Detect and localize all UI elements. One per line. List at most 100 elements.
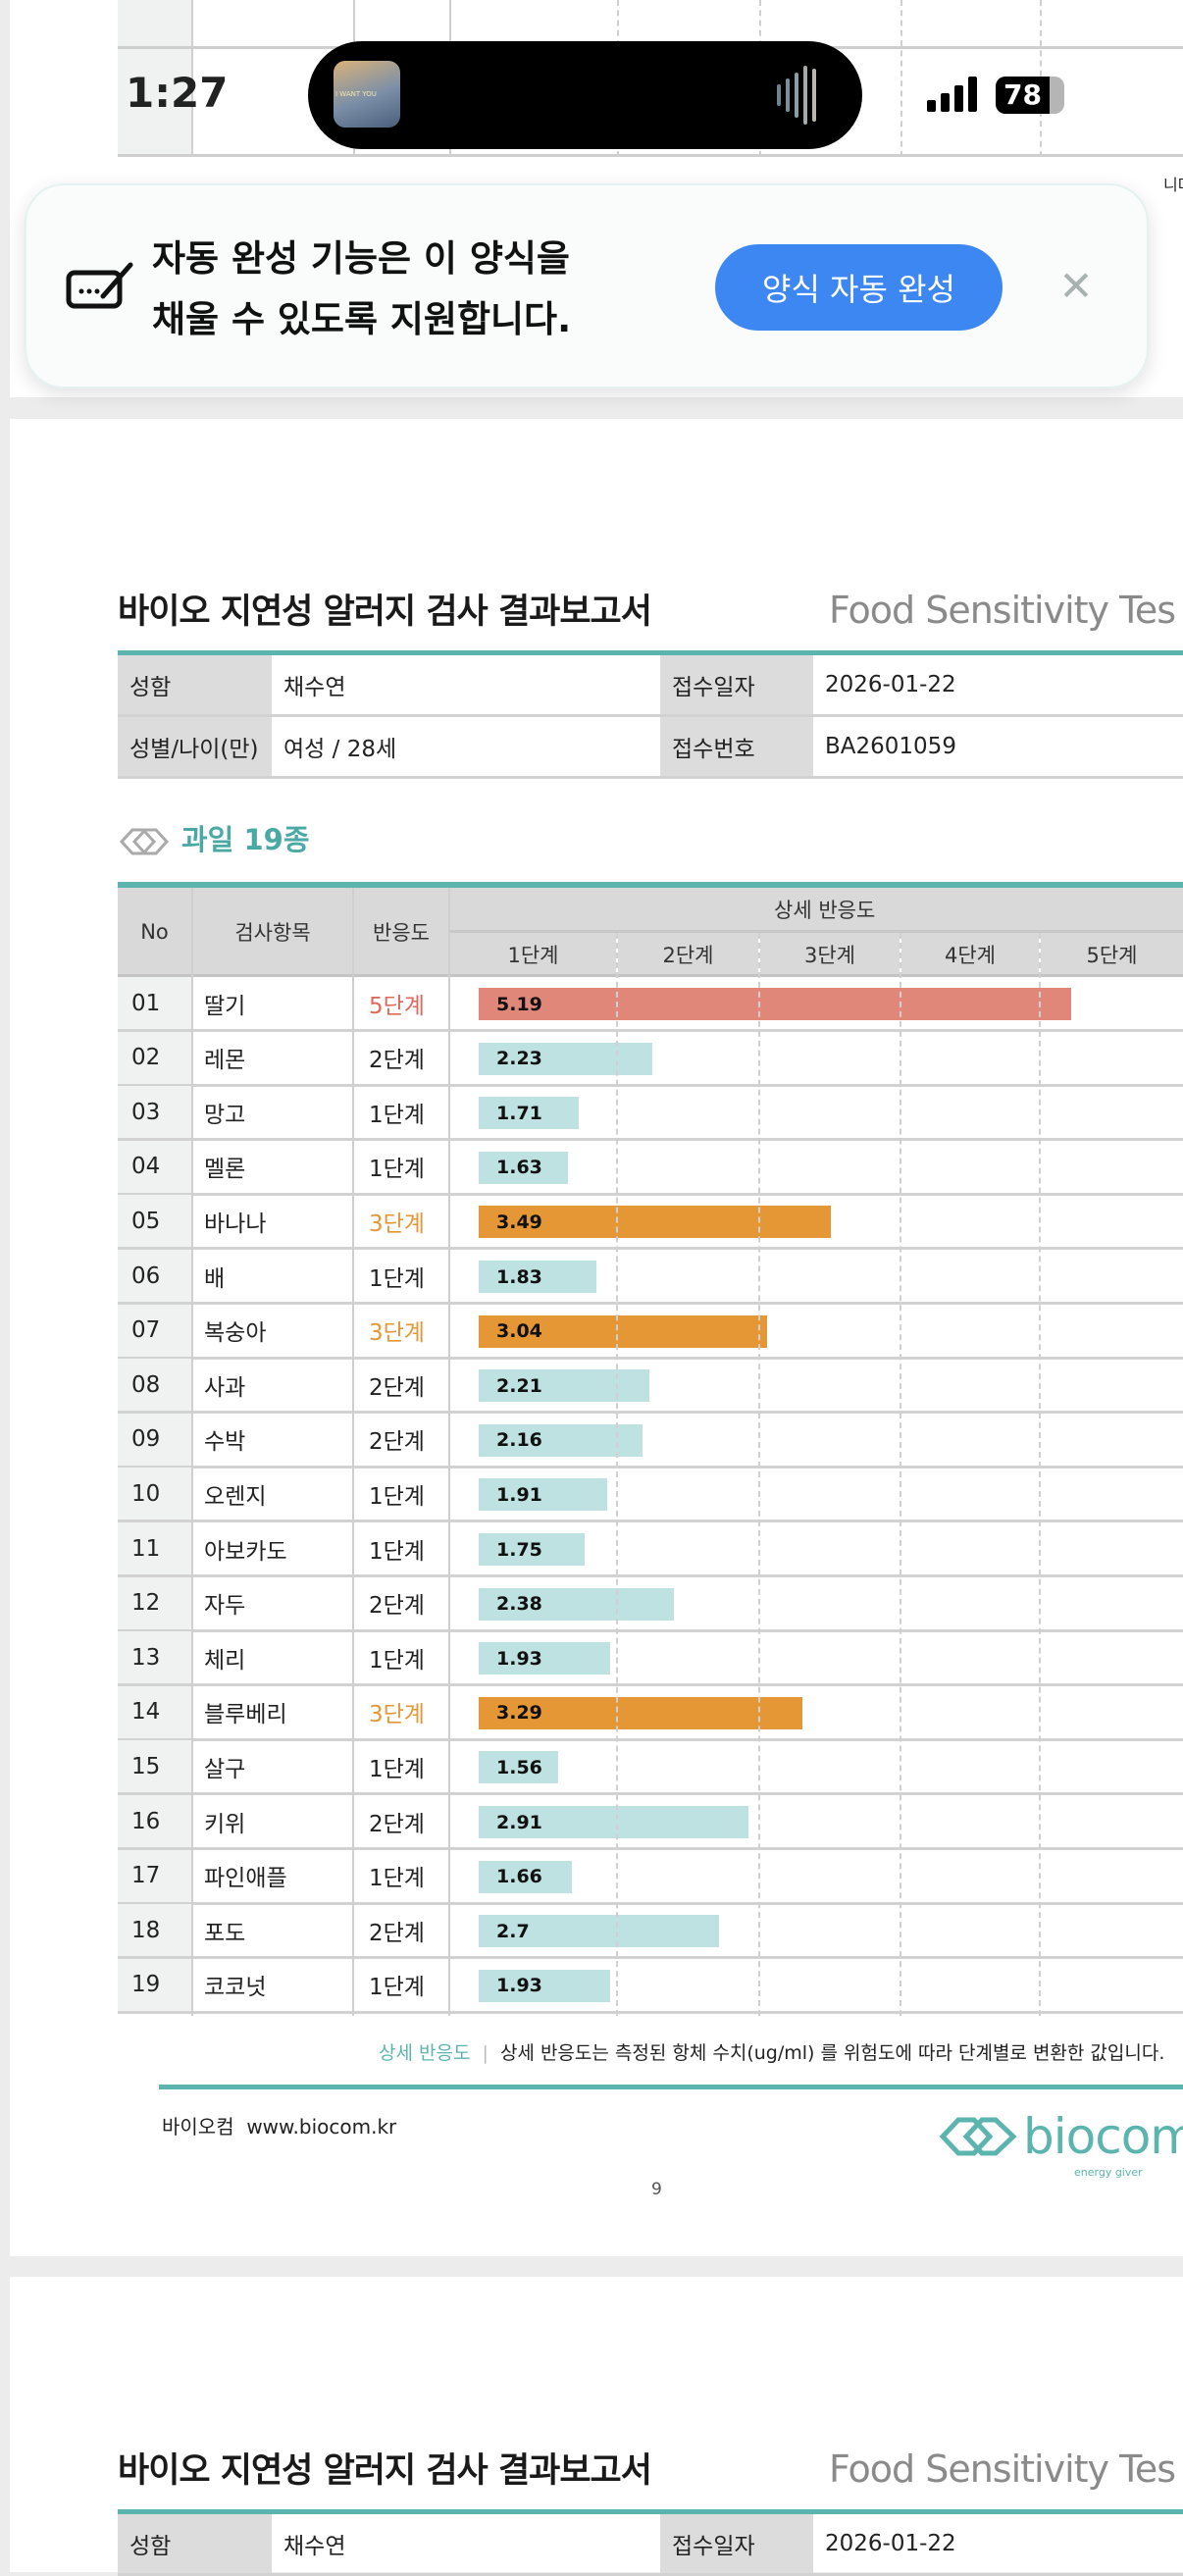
- table-row: 09 수박 2단계 2.16: [118, 1413, 1183, 1468]
- row-item: 키위: [204, 1811, 246, 1837]
- bar-value-label: 3.29: [496, 1702, 542, 1725]
- row-item: 자두: [204, 1593, 246, 1620]
- header-reaction: 반응도: [354, 888, 448, 976]
- header-stage-5: 5단계: [1041, 933, 1183, 976]
- row-number: 05: [118, 1195, 191, 1248]
- row-item: 멜론: [204, 1157, 246, 1183]
- bar-value-label: 1.75: [496, 1538, 542, 1561]
- header-item: 검사항목: [193, 888, 352, 976]
- reaction-bar: 2.91: [479, 1806, 749, 1838]
- date-value: 2026-01-22: [825, 672, 956, 697]
- dynamic-island[interactable]: I WANT YOU: [308, 41, 862, 149]
- date-value: 2026-01-22: [825, 2531, 956, 2556]
- reaction-bar: 1.71: [479, 1097, 580, 1130]
- row-number: 13: [118, 1631, 191, 1684]
- footer-company: 바이오컴 www.biocom.kr: [162, 2115, 397, 2138]
- reaction-bar: 1.75: [479, 1533, 586, 1566]
- bar-value-label: 2.21: [496, 1374, 542, 1397]
- row-item: 포도: [204, 1920, 246, 1946]
- reaction-bar: 3.49: [479, 1206, 832, 1239]
- table-row: 03 망고 1단계 1.71: [118, 1086, 1183, 1142]
- table-row: 01 딸기 5단계 5.19: [118, 977, 1183, 1032]
- reaction-bar: 5.19: [479, 988, 1072, 1020]
- biocom-logo: biocom: [939, 2111, 1183, 2162]
- header-no: No: [118, 888, 191, 976]
- bar-value-label: 3.04: [496, 1320, 542, 1343]
- header-stage-2: 2단계: [618, 933, 758, 976]
- section-title: 과일 19종: [181, 823, 310, 856]
- date-label: 접수일자: [660, 655, 813, 714]
- next-info-row-1: 성함 채수연 접수일자 2026-01-22: [118, 2514, 1183, 2576]
- reaction-bar: 3.29: [479, 1696, 803, 1729]
- reaction-bar: 1.63: [479, 1151, 568, 1184]
- row-stage: 1단계: [369, 1866, 425, 1892]
- reaction-bar: 1.66: [479, 1860, 573, 1893]
- bar-value-label: 1.93: [496, 1647, 542, 1670]
- next-report-title-english: Food Sensitivity Tes: [829, 2447, 1176, 2491]
- table-row: 14 블루베리 3단계 3.29: [118, 1685, 1183, 1741]
- table-row: 16 키위 2단계 2.91: [118, 1795, 1183, 1850]
- autofill-message-line1: 자동 완성 기능은 이 양식을: [152, 237, 570, 280]
- battery-icon: 78: [996, 77, 1064, 114]
- bar-value-label: 1.63: [496, 1157, 542, 1179]
- row-item: 바나나: [204, 1211, 267, 1237]
- header-stage-3: 3단계: [760, 933, 900, 976]
- row-item: 딸기: [204, 993, 246, 1019]
- name-value: 채수연: [283, 675, 346, 700]
- name-label: 성함: [118, 2514, 272, 2573]
- row-item: 배: [204, 1265, 226, 1292]
- row-stage: 2단계: [369, 1429, 425, 1456]
- bar-value-label: 1.66: [496, 1866, 542, 1888]
- autofill-form-button[interactable]: 양식 자동 완성: [715, 244, 1003, 331]
- note-text: 상세 반응도는 측정된 항체 수치(ug/ml) 를 위험도에 따라 단계별로 …: [499, 2042, 1165, 2064]
- table-row: 04 멜론 1단계 1.63: [118, 1140, 1183, 1196]
- bar-value-label: 2.38: [496, 1593, 542, 1616]
- row-stage: 1단계: [369, 1538, 425, 1565]
- row-item: 체리: [204, 1647, 246, 1674]
- row-stage: 2단계: [369, 1048, 425, 1074]
- row-stage: 5단계: [369, 993, 425, 1019]
- biocom-section-icon: [119, 828, 170, 855]
- row-number: 19: [118, 1958, 191, 2011]
- close-icon[interactable]: ✕: [1058, 261, 1094, 310]
- row-item: 망고: [204, 1102, 246, 1128]
- row-number: 02: [118, 1031, 191, 1084]
- bar-value-label: 1.93: [496, 1975, 542, 1997]
- row-number: 15: [118, 1740, 191, 1793]
- bar-value-label: 1.71: [496, 1102, 542, 1124]
- reaction-bar: 3.04: [479, 1314, 768, 1348]
- reaction-bar: 2.21: [479, 1369, 650, 1403]
- row-stage: 3단계: [369, 1211, 425, 1237]
- row-stage: 1단계: [369, 1756, 425, 1782]
- row-item: 오렌지: [204, 1483, 267, 1510]
- table-row: 06 배 1단계 1.83: [118, 1250, 1183, 1305]
- table-row: 18 포도 2단계 2.7: [118, 1904, 1183, 1960]
- report-title-english: Food Sensitivity Tes: [829, 589, 1176, 632]
- bar-value-label: 2.91: [496, 1811, 542, 1833]
- row-item: 수박: [204, 1429, 246, 1456]
- row-number: 12: [118, 1576, 191, 1629]
- info-row-1: 성함 채수연 접수일자 2026-01-22: [118, 655, 1183, 717]
- page-number: 9: [651, 2180, 662, 2199]
- table-row: 12 자두 2단계 2.38: [118, 1576, 1183, 1632]
- row-stage: 1단계: [369, 1975, 425, 2001]
- row-number: 18: [118, 1904, 191, 1957]
- gender-age-label: 성별/나이(만): [118, 717, 272, 776]
- row-number: 11: [118, 1522, 191, 1574]
- number-label: 접수번호: [660, 717, 813, 776]
- table-row: 17 파인애플 1단계 1.66: [118, 1849, 1183, 1905]
- reaction-bar: 1.91: [479, 1478, 608, 1512]
- header-stage-1: 1단계: [450, 933, 616, 976]
- autofill-message-line2: 채울 수 있도록 지원합니다.: [152, 298, 572, 340]
- biocom-logo-icon: [939, 2117, 1017, 2156]
- info-row-2: 성별/나이(만) 여성 / 28세 접수번호 BA2601059: [118, 717, 1183, 779]
- number-value: BA2601059: [825, 734, 956, 759]
- row-item: 블루베리: [204, 1702, 287, 1728]
- name-label: 성함: [118, 655, 272, 714]
- row-stage: 1단계: [369, 1102, 425, 1128]
- row-item: 사과: [204, 1374, 246, 1401]
- row-number: 03: [118, 1086, 191, 1139]
- reaction-bar: 2.38: [479, 1587, 674, 1621]
- name-value: 채수연: [283, 2534, 346, 2559]
- row-stage: 2단계: [369, 1593, 425, 1620]
